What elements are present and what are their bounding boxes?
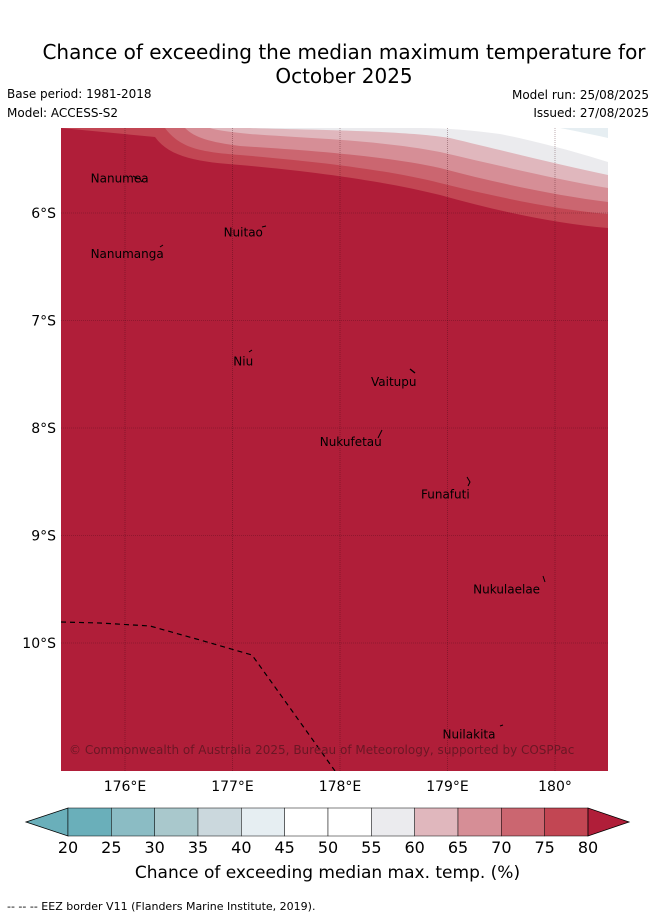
longitude-label: 176°E [104, 779, 147, 795]
colorbar-tick-label: 60 [404, 838, 425, 857]
contour-lines [509, 128, 608, 151]
colorbar-swatch [111, 807, 155, 837]
model-name: Model: ACCESS-S2 [7, 106, 119, 120]
colorbar-tick-label: 30 [144, 838, 165, 857]
place-label: Vaitupu [371, 375, 417, 389]
colorbar-swatch [544, 807, 589, 837]
colorbar-overflow-arrow [587, 807, 631, 837]
colorbar-tick-label: 45 [274, 838, 295, 857]
colorbar-tick-label: 70 [491, 838, 512, 857]
longitude-label: 177°E [211, 779, 254, 795]
longitude-labels: 176°E 177°E 178°E 179°E 180° [104, 779, 572, 795]
colorbar-tick-label: 40 [231, 838, 252, 857]
latitude-labels: 6°S 7°S 8°S 9°S 10°S [22, 206, 56, 652]
place-label: Nukufetau [320, 435, 382, 449]
base-period: Base period: 1981-2018 [7, 87, 152, 101]
latitude-label: 9°S [31, 529, 56, 545]
probability-band-40-45 [560, 128, 608, 138]
vaitupu-island [409, 368, 416, 374]
longitude-label: 180° [538, 779, 572, 795]
colorbar-tick-label: 65 [447, 838, 469, 857]
colorbar [24, 807, 631, 837]
eez-legend-note: -- -- -- EEZ border V11 (Flanders Marine… [7, 900, 316, 913]
colorbar-swatch [414, 807, 459, 837]
place-labels: Nanumea Nuitao Nanumanga Niu Vaitupu Nukufeta… [91, 172, 541, 742]
island-outlines [132, 175, 546, 727]
copyright-notice: © Commonwealth of Australia 2025, Bureau… [69, 743, 574, 757]
colorbar-swatch [241, 807, 285, 837]
colorbar-tick-label: 35 [187, 838, 209, 857]
nukulaelae-island [542, 575, 546, 583]
funafuti-island [466, 476, 471, 487]
nanumanga-island [159, 244, 164, 248]
probability-band-55-60 [230, 128, 608, 175]
place-label: Nuitao [224, 225, 263, 239]
place-label: Niu [233, 354, 253, 368]
longitude-label: 179°E [426, 779, 469, 795]
eez-border [61, 621, 336, 771]
colorbar-tick-label: 25 [101, 838, 122, 857]
latitude-label: 6°S [31, 206, 56, 222]
issued-date: Issued: 27/08/2025 [533, 106, 649, 120]
colorbar-swatch [371, 807, 415, 837]
colorbar-tick-label: 75 [534, 838, 555, 857]
place-label: Funafuti [421, 488, 470, 502]
colorbar-tick-label: 55 [361, 838, 382, 857]
colorbar-tick-label: 50 [317, 838, 339, 857]
place-label: Nukulaelae [473, 582, 540, 596]
nukufetau-island [377, 429, 383, 439]
place-label: Nuilakita [443, 727, 496, 741]
latitude-label: 7°S [31, 314, 56, 330]
place-label: Nanumea [91, 172, 149, 186]
colorbar-swatch [457, 807, 502, 837]
longitude-label: 178°E [319, 779, 362, 795]
colorbar-tick-label: 80 [577, 838, 599, 857]
nanumea-island [132, 175, 143, 183]
niu-island [248, 349, 253, 353]
latitude-label: 10°S [22, 636, 56, 652]
colorbar-swatch [154, 807, 199, 837]
model-run: Model run: 25/08/2025 [511, 88, 649, 102]
colorbar-underflow-arrow [24, 807, 69, 837]
latitude-label: 8°S [31, 421, 56, 437]
nuilakita-island [499, 724, 504, 727]
colorbar-swatch [501, 807, 545, 837]
colorbar-swatch [197, 807, 242, 837]
probability-fill-above-80 [61, 128, 608, 771]
map-title: Chance of exceeding the median maximum t… [0, 40, 655, 88]
colorbar-swatch [67, 807, 112, 837]
colorbar-swatch [327, 807, 372, 837]
probability-band-50-55 [420, 128, 608, 162]
place-label: Nanumanga [91, 247, 164, 261]
colorbar-tick-label: 20 [57, 838, 79, 857]
colorbar-title: Chance of exceeding median max. temp. (%… [134, 863, 521, 883]
title-line-2: October 2025 [275, 64, 413, 88]
map-plot-area: Nanumea Nuitao Nanumanga Niu Vaitupu Nukufeta… [61, 128, 608, 771]
nuitao-island [261, 225, 267, 228]
title-line-1: Chance of exceeding the median maximum t… [42, 40, 646, 64]
colorbar-swatch [284, 807, 329, 837]
